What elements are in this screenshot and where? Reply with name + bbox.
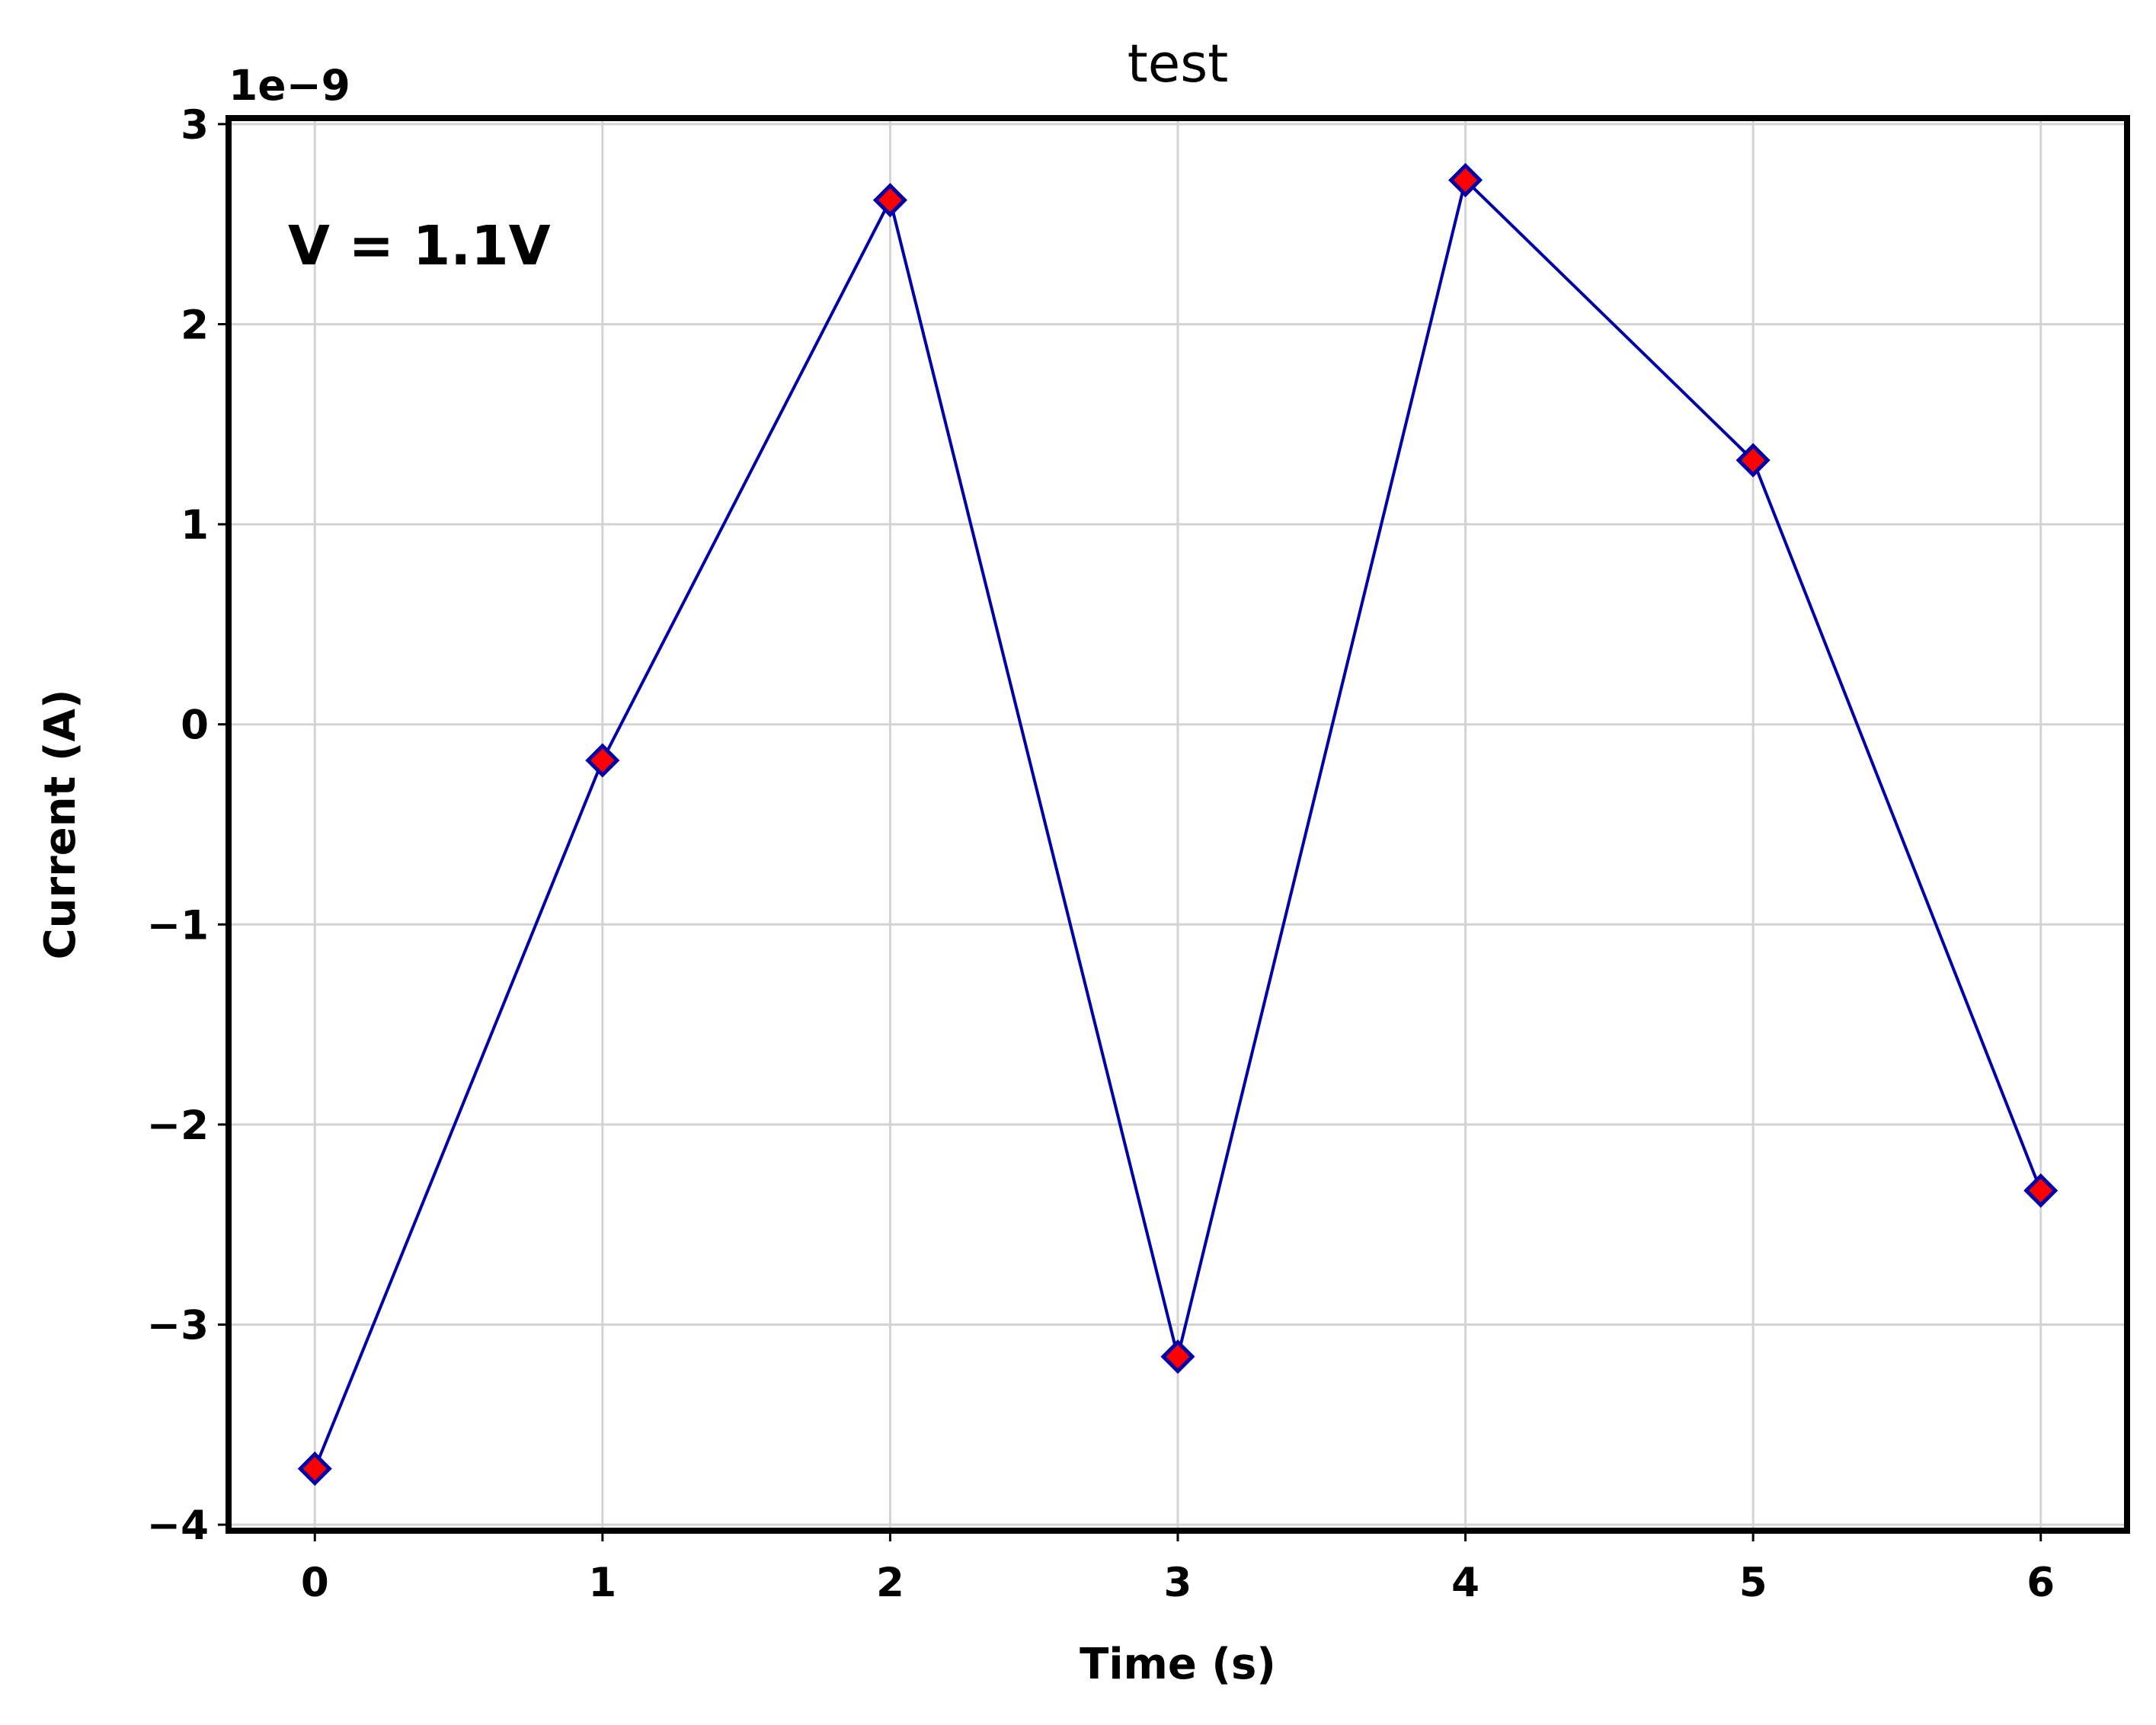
- x-axis-label: Time (s): [1080, 1640, 1276, 1689]
- y-tick-label: −1: [147, 902, 209, 949]
- x-tick-label: 0: [301, 1560, 329, 1606]
- chart-title: test: [1128, 34, 1229, 94]
- data-point: [872, 183, 907, 218]
- grid-lines: [229, 118, 2127, 1531]
- y-tick-label: −4: [147, 1503, 209, 1549]
- data-point: [2023, 1173, 2058, 1208]
- y-tick-label: 0: [181, 702, 209, 749]
- x-tick-label: 1: [588, 1560, 616, 1606]
- y-tick-label: −3: [147, 1303, 209, 1349]
- y-tick-label: 1: [181, 502, 209, 549]
- data-point: [297, 1451, 332, 1487]
- y-axis-label: Current (A): [36, 690, 85, 960]
- data-point: [1448, 162, 1483, 197]
- data-point: [585, 743, 620, 778]
- data-point: [1160, 1339, 1195, 1375]
- x-tick-label: 3: [1164, 1560, 1192, 1606]
- y-tick-label: −2: [147, 1103, 209, 1149]
- data-markers: [297, 162, 2058, 1487]
- x-tick-label: 4: [1451, 1560, 1479, 1606]
- data-point: [1735, 443, 1771, 478]
- y-tick-label: 3: [181, 102, 209, 149]
- x-tick-label: 2: [876, 1560, 904, 1606]
- voltage-annotation: V = 1.1V: [288, 214, 551, 277]
- x-tick-label: 6: [2026, 1560, 2055, 1606]
- y-offset-label: 1e−9: [229, 61, 350, 110]
- x-tick-label: 5: [1739, 1560, 1767, 1606]
- y-axis-ticks: −4 −3 −2 −1 0 1 2 3: [147, 102, 229, 1549]
- x-axis-ticks: 0 1 2 3 4 5 6: [301, 1531, 2055, 1606]
- y-tick-label: 2: [181, 302, 209, 348]
